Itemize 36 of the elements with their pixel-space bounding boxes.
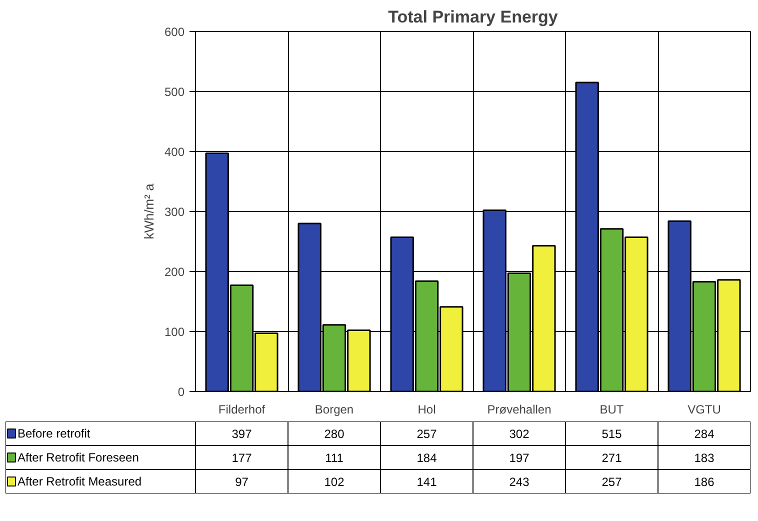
x-tick-label: VGTU [688,402,721,416]
data-label: 183 [694,451,715,465]
data-label: 302 [509,427,530,441]
data-label: 257 [602,475,622,489]
data-label: 197 [509,451,530,465]
x-tick-label: Hol [418,402,436,416]
data-label: 243 [509,475,530,489]
data-label: 141 [416,475,438,489]
y-tick-label: 300 [164,205,185,219]
data-label: 397 [232,427,252,441]
x-tick-label: BUT [600,402,624,416]
legend-label: After Retrofit Foreseen [18,450,139,464]
y-axis-title: kWh/m² a [141,182,156,240]
legend-label: After Retrofit Measured [18,474,142,488]
y-tick-label: 400 [164,145,185,159]
y-tick-label: 200 [164,265,185,279]
x-tick-label: Filderhof [218,402,266,416]
data-label: 284 [694,427,715,441]
data-label: 257 [416,427,438,441]
legend-label: Before retrofit [18,426,91,440]
y-tick-label: 600 [164,25,185,39]
data-label: 97 [235,475,249,489]
data-label: 271 [602,451,622,465]
y-tick-label: 0 [178,385,185,399]
data-label: 177 [232,451,252,465]
data-label: 186 [694,475,715,489]
data-label: 515 [602,427,622,441]
y-tick-label: 500 [164,85,185,99]
data-label: 111 [325,451,344,465]
data-label: 280 [324,427,345,441]
x-tick-label: Borgen [314,402,354,416]
y-tick-label: 100 [164,325,185,339]
data-label: 184 [416,451,438,465]
chart-title: Total Primary Energy [388,8,558,26]
data-label: 102 [324,475,345,489]
x-tick-label: Prøvehallen [487,402,552,416]
